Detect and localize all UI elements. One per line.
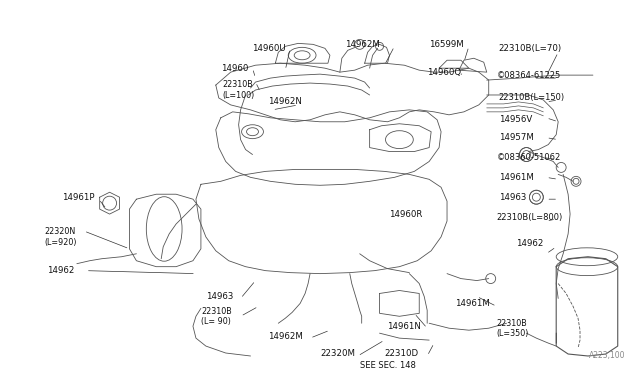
Text: 22320M: 22320M (320, 349, 355, 357)
Text: 14960U: 14960U (253, 44, 286, 53)
Text: 14956V: 14956V (499, 115, 532, 124)
Text: 14961M: 14961M (455, 299, 490, 308)
Text: 22310B(L=800): 22310B(L=800) (497, 212, 563, 222)
Text: A223,100: A223,100 (589, 351, 626, 360)
Text: 14960Q: 14960Q (427, 68, 461, 77)
Text: 14961M: 14961M (499, 173, 534, 182)
Text: 14962N: 14962N (268, 97, 302, 106)
Text: 14957M: 14957M (499, 133, 534, 142)
Text: 16599M: 16599M (429, 40, 464, 49)
Text: 14962: 14962 (516, 239, 544, 248)
Text: 22310B
(L=350): 22310B (L=350) (497, 318, 529, 338)
Text: 22310B
(L=100): 22310B (L=100) (223, 80, 255, 100)
Text: 14962: 14962 (47, 266, 74, 275)
Text: 22310B(L=150): 22310B(L=150) (499, 93, 564, 102)
Text: 22310B(L=70): 22310B(L=70) (499, 44, 562, 53)
Text: 14961P: 14961P (62, 193, 95, 202)
Text: 14963: 14963 (206, 292, 233, 301)
Text: 14963: 14963 (499, 193, 526, 202)
Text: 14960: 14960 (221, 64, 248, 73)
Text: 14960R: 14960R (390, 209, 423, 219)
Text: 22320N
(L=920): 22320N (L=920) (44, 227, 77, 247)
Text: 14961N: 14961N (387, 322, 421, 331)
Text: ©08360-51062: ©08360-51062 (497, 153, 561, 162)
Text: 22310D: 22310D (385, 349, 419, 357)
Text: ©08364-61225: ©08364-61225 (497, 71, 561, 80)
Text: 22310B
(L= 90): 22310B (L= 90) (201, 307, 232, 326)
Text: 14962M: 14962M (268, 332, 303, 341)
Text: SEE SEC. 148: SEE SEC. 148 (360, 362, 415, 371)
Text: 14962M: 14962M (345, 40, 380, 49)
